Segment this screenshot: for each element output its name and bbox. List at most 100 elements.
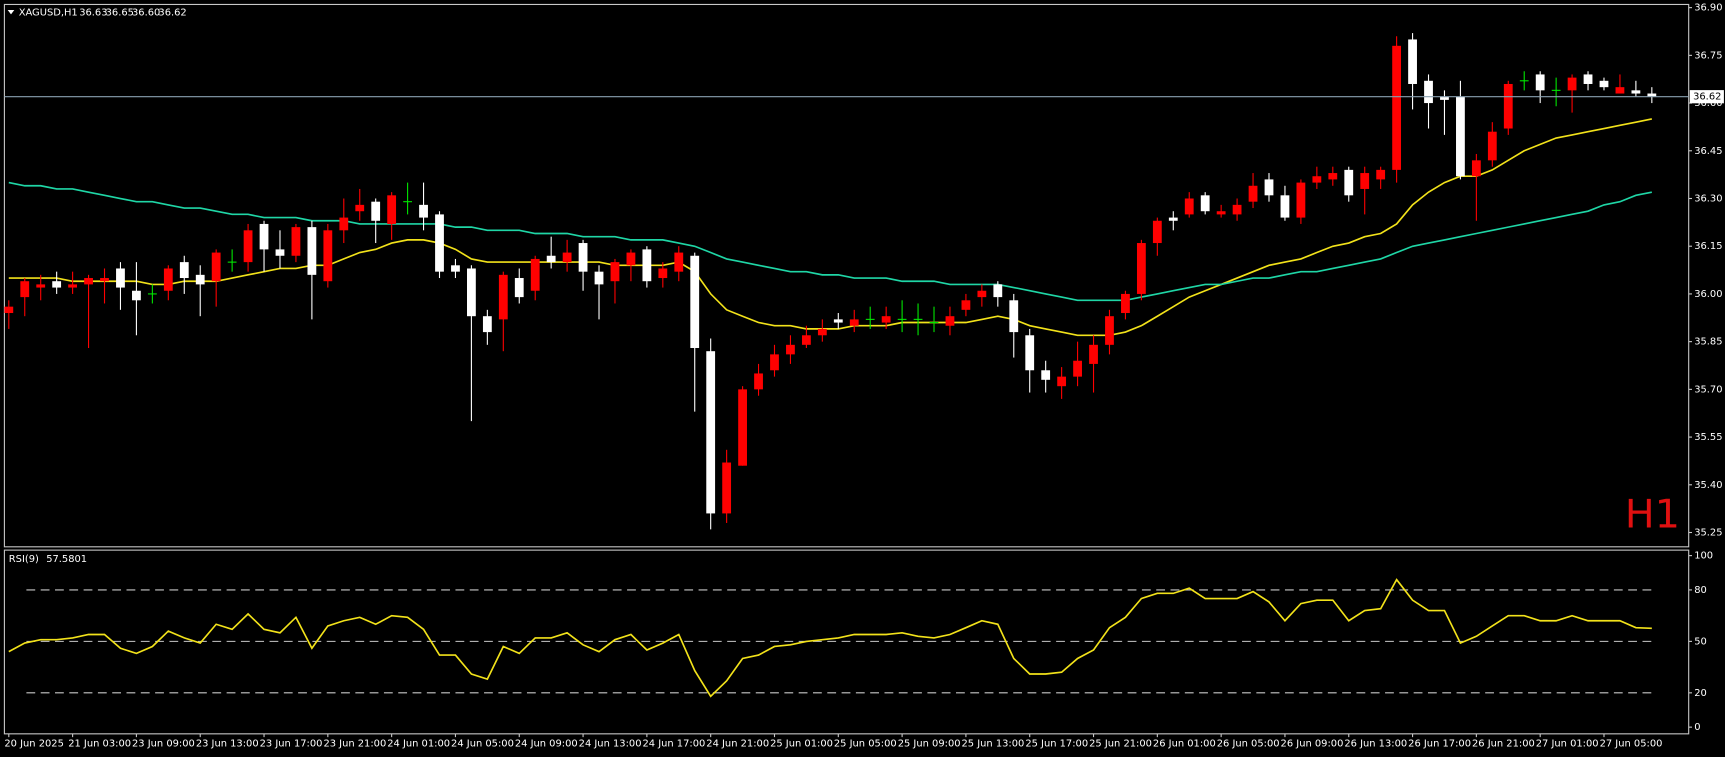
candle-body bbox=[738, 389, 747, 466]
candle-body bbox=[419, 204, 428, 218]
candle-body bbox=[881, 316, 891, 323]
symbol-label: XAGUSD,H1 bbox=[19, 8, 78, 19]
x-tick-label: 23 Jun 21:00 bbox=[323, 739, 386, 750]
candle-body bbox=[211, 252, 221, 282]
y-tick-label: 36.75 bbox=[1694, 50, 1722, 61]
moving-average bbox=[8, 181, 1653, 302]
candle-body bbox=[163, 268, 173, 291]
y-tick-label: 36.00 bbox=[1694, 289, 1722, 300]
candle-body bbox=[1360, 173, 1370, 189]
candle-body bbox=[626, 252, 636, 266]
candle-body bbox=[770, 354, 779, 371]
y-tick-label: 36.60 bbox=[1694, 98, 1722, 109]
candle-body bbox=[945, 316, 955, 326]
candle-body bbox=[1631, 90, 1641, 94]
candle-body bbox=[116, 268, 125, 288]
price-panel-frame bbox=[3, 3, 1690, 548]
x-tick-label: 20 Jun 2025 bbox=[4, 739, 64, 750]
candle-body bbox=[482, 316, 492, 333]
candle-body bbox=[1599, 80, 1609, 88]
y-tick-label: 20 bbox=[1694, 688, 1707, 699]
candle-body bbox=[1328, 173, 1338, 180]
candle-body bbox=[1535, 74, 1545, 91]
y-tick-label: 80 bbox=[1694, 585, 1707, 596]
candle-body bbox=[1264, 179, 1274, 196]
candle-body bbox=[498, 274, 508, 320]
candle-body bbox=[562, 252, 572, 263]
candle-body bbox=[467, 268, 476, 317]
rsi-panel-frame bbox=[3, 549, 1690, 735]
candle-body bbox=[578, 243, 588, 272]
candle-body bbox=[1344, 169, 1354, 196]
candle-body bbox=[1471, 160, 1481, 177]
x-tick-label: 24 Jun 17:00 bbox=[642, 739, 705, 750]
candle-body bbox=[323, 230, 333, 282]
y-tick-label: 0 bbox=[1694, 722, 1700, 733]
candle-body bbox=[1073, 360, 1082, 377]
last-price-box bbox=[1689, 90, 1724, 104]
candle-body bbox=[451, 265, 460, 272]
candle-body bbox=[801, 335, 811, 345]
moving-average bbox=[8, 118, 1653, 337]
candle-body bbox=[1232, 204, 1242, 215]
symbol-menu-arrow[interactable] bbox=[7, 9, 15, 15]
candle-body bbox=[1503, 83, 1513, 129]
x-tick-label: 24 Jun 05:00 bbox=[451, 739, 514, 750]
candle-body bbox=[1216, 211, 1226, 215]
x-tick-label: 26 Jun 09:00 bbox=[1281, 739, 1344, 750]
x-tick-label: 27 Jun 01:00 bbox=[1536, 739, 1599, 750]
x-tick-label: 26 Jun 05:00 bbox=[1217, 739, 1280, 750]
candle-body bbox=[132, 290, 141, 301]
candle-body bbox=[275, 249, 285, 256]
ohlc-open: 36.63 bbox=[79, 8, 107, 19]
y-tick-label: 36.30 bbox=[1694, 193, 1722, 204]
x-tick-label: 24 Jun 01:00 bbox=[387, 739, 450, 750]
candle-body bbox=[1312, 176, 1322, 183]
candle-body bbox=[291, 227, 301, 256]
x-tick-label: 23 Jun 13:00 bbox=[196, 739, 259, 750]
candle-body bbox=[1440, 96, 1449, 100]
candle-body bbox=[1567, 77, 1577, 91]
y-tick-label: 50 bbox=[1694, 636, 1707, 647]
candle-body bbox=[849, 319, 859, 326]
candle-body bbox=[817, 328, 827, 336]
candle-body bbox=[1583, 74, 1593, 84]
candle-body bbox=[546, 255, 556, 263]
candle-body bbox=[1615, 87, 1625, 94]
candle-body bbox=[722, 462, 732, 514]
candle-body bbox=[1487, 131, 1497, 161]
x-tick-label: 25 Jun 05:00 bbox=[834, 739, 897, 750]
candle-body bbox=[1248, 185, 1258, 202]
x-tick-label: 24 Jun 13:00 bbox=[579, 739, 642, 750]
candle-body bbox=[339, 217, 349, 231]
candle-body bbox=[1025, 335, 1035, 371]
ohlc-close: 36.62 bbox=[158, 8, 186, 19]
candle-body bbox=[642, 249, 652, 282]
candle-body bbox=[20, 281, 30, 298]
y-tick-label: 36.15 bbox=[1694, 241, 1722, 252]
candle-body bbox=[1408, 39, 1417, 84]
rsi-line bbox=[8, 578, 1652, 698]
x-tick-label: 25 Jun 13:00 bbox=[962, 739, 1025, 750]
candle-body bbox=[993, 284, 1003, 298]
candle-body bbox=[658, 268, 668, 279]
candle-body bbox=[706, 351, 716, 514]
candle-body bbox=[514, 278, 524, 298]
candle-body bbox=[84, 278, 93, 285]
y-tick-label: 35.70 bbox=[1694, 384, 1722, 395]
candle-body bbox=[1424, 80, 1433, 104]
y-tick-label: 100 bbox=[1694, 551, 1713, 562]
candle-body bbox=[1647, 93, 1657, 97]
candle-body bbox=[674, 252, 684, 272]
last-price-label: 36.62 bbox=[1693, 92, 1721, 103]
candle-body bbox=[690, 255, 700, 349]
x-tick-label: 25 Jun 17:00 bbox=[1025, 739, 1088, 750]
candle-body bbox=[371, 201, 381, 221]
y-tick-label: 35.85 bbox=[1694, 337, 1722, 348]
candle-body bbox=[307, 227, 317, 275]
candle-body bbox=[1136, 243, 1146, 294]
rsi-title: RSI(9) bbox=[9, 554, 39, 565]
x-tick-label: 23 Jun 17:00 bbox=[260, 739, 323, 750]
x-tick-label: 23 Jun 09:00 bbox=[132, 739, 195, 750]
